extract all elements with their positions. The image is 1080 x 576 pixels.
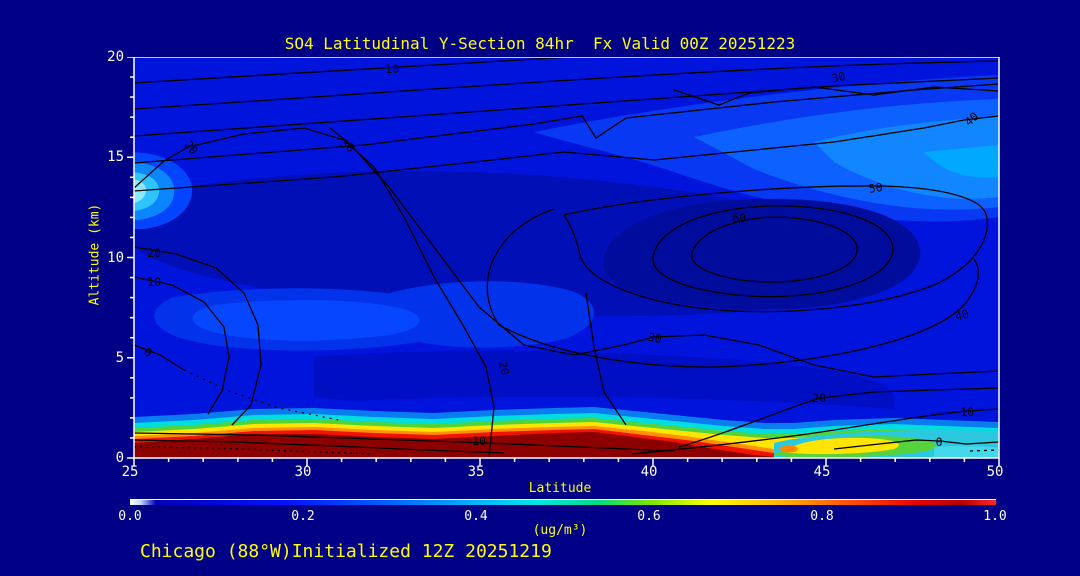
colorbar-tick-label: 0.4 (464, 509, 488, 524)
contour-label: 30 (338, 136, 357, 155)
y-tick-label: 0 (115, 450, 124, 466)
x-axis-label: Latitude (528, 481, 592, 496)
station-init-info: Chicago (88°W)Initialized 12Z 20251219 (140, 541, 552, 562)
contour-label: 0 (936, 435, 943, 449)
contour-label: 40 (953, 307, 970, 324)
contour-label: 20 (812, 391, 826, 405)
y-tick-label: 5 (115, 349, 124, 366)
colorbar-tick-label: 1.0 (983, 509, 1007, 524)
x-tick-label: 30 (294, 464, 312, 480)
colorbar-tick-label: 0.8 (810, 509, 834, 524)
colorbar (130, 499, 996, 505)
contour-label: 10 (147, 275, 161, 289)
colorbar-tick-label: 0.2 (291, 509, 315, 524)
contour-label: 60 (732, 211, 746, 225)
contour-label: 30 (830, 69, 847, 86)
contour-label: 20 (147, 246, 161, 260)
plot-frame (133, 57, 1000, 459)
x-tick-label: 35 (467, 464, 485, 480)
contour-fill-layers (134, 57, 999, 458)
x-tick-label: 40 (640, 464, 658, 480)
contour-label: 20 (496, 360, 513, 377)
colorbar-units-label: (ug/m³) (532, 523, 588, 538)
chart-title: SO4 Latitudinal Y-Section 84hr Fx Valid … (284, 34, 796, 53)
x-tick-label: 25 (121, 464, 139, 480)
y-tick-label: 20 (107, 49, 124, 65)
contour-label: 10 (960, 405, 974, 419)
contour-label: 30 (647, 330, 664, 347)
y-tick-label: 10 (107, 249, 124, 266)
contour-label: 10 (385, 62, 399, 76)
contour-label: 20 (181, 138, 201, 158)
contour-lines (134, 57, 999, 458)
y-tick-label: 15 (107, 149, 124, 166)
x-tick-label: 45 (813, 464, 831, 480)
contour-label: 50 (868, 180, 884, 196)
contour-label: 10 (472, 434, 486, 448)
x-tick-label: 50 (986, 464, 1004, 480)
colorbar-tick-label: 0.0 (118, 509, 142, 524)
colorbar-tick-label: 0.6 (637, 509, 661, 524)
